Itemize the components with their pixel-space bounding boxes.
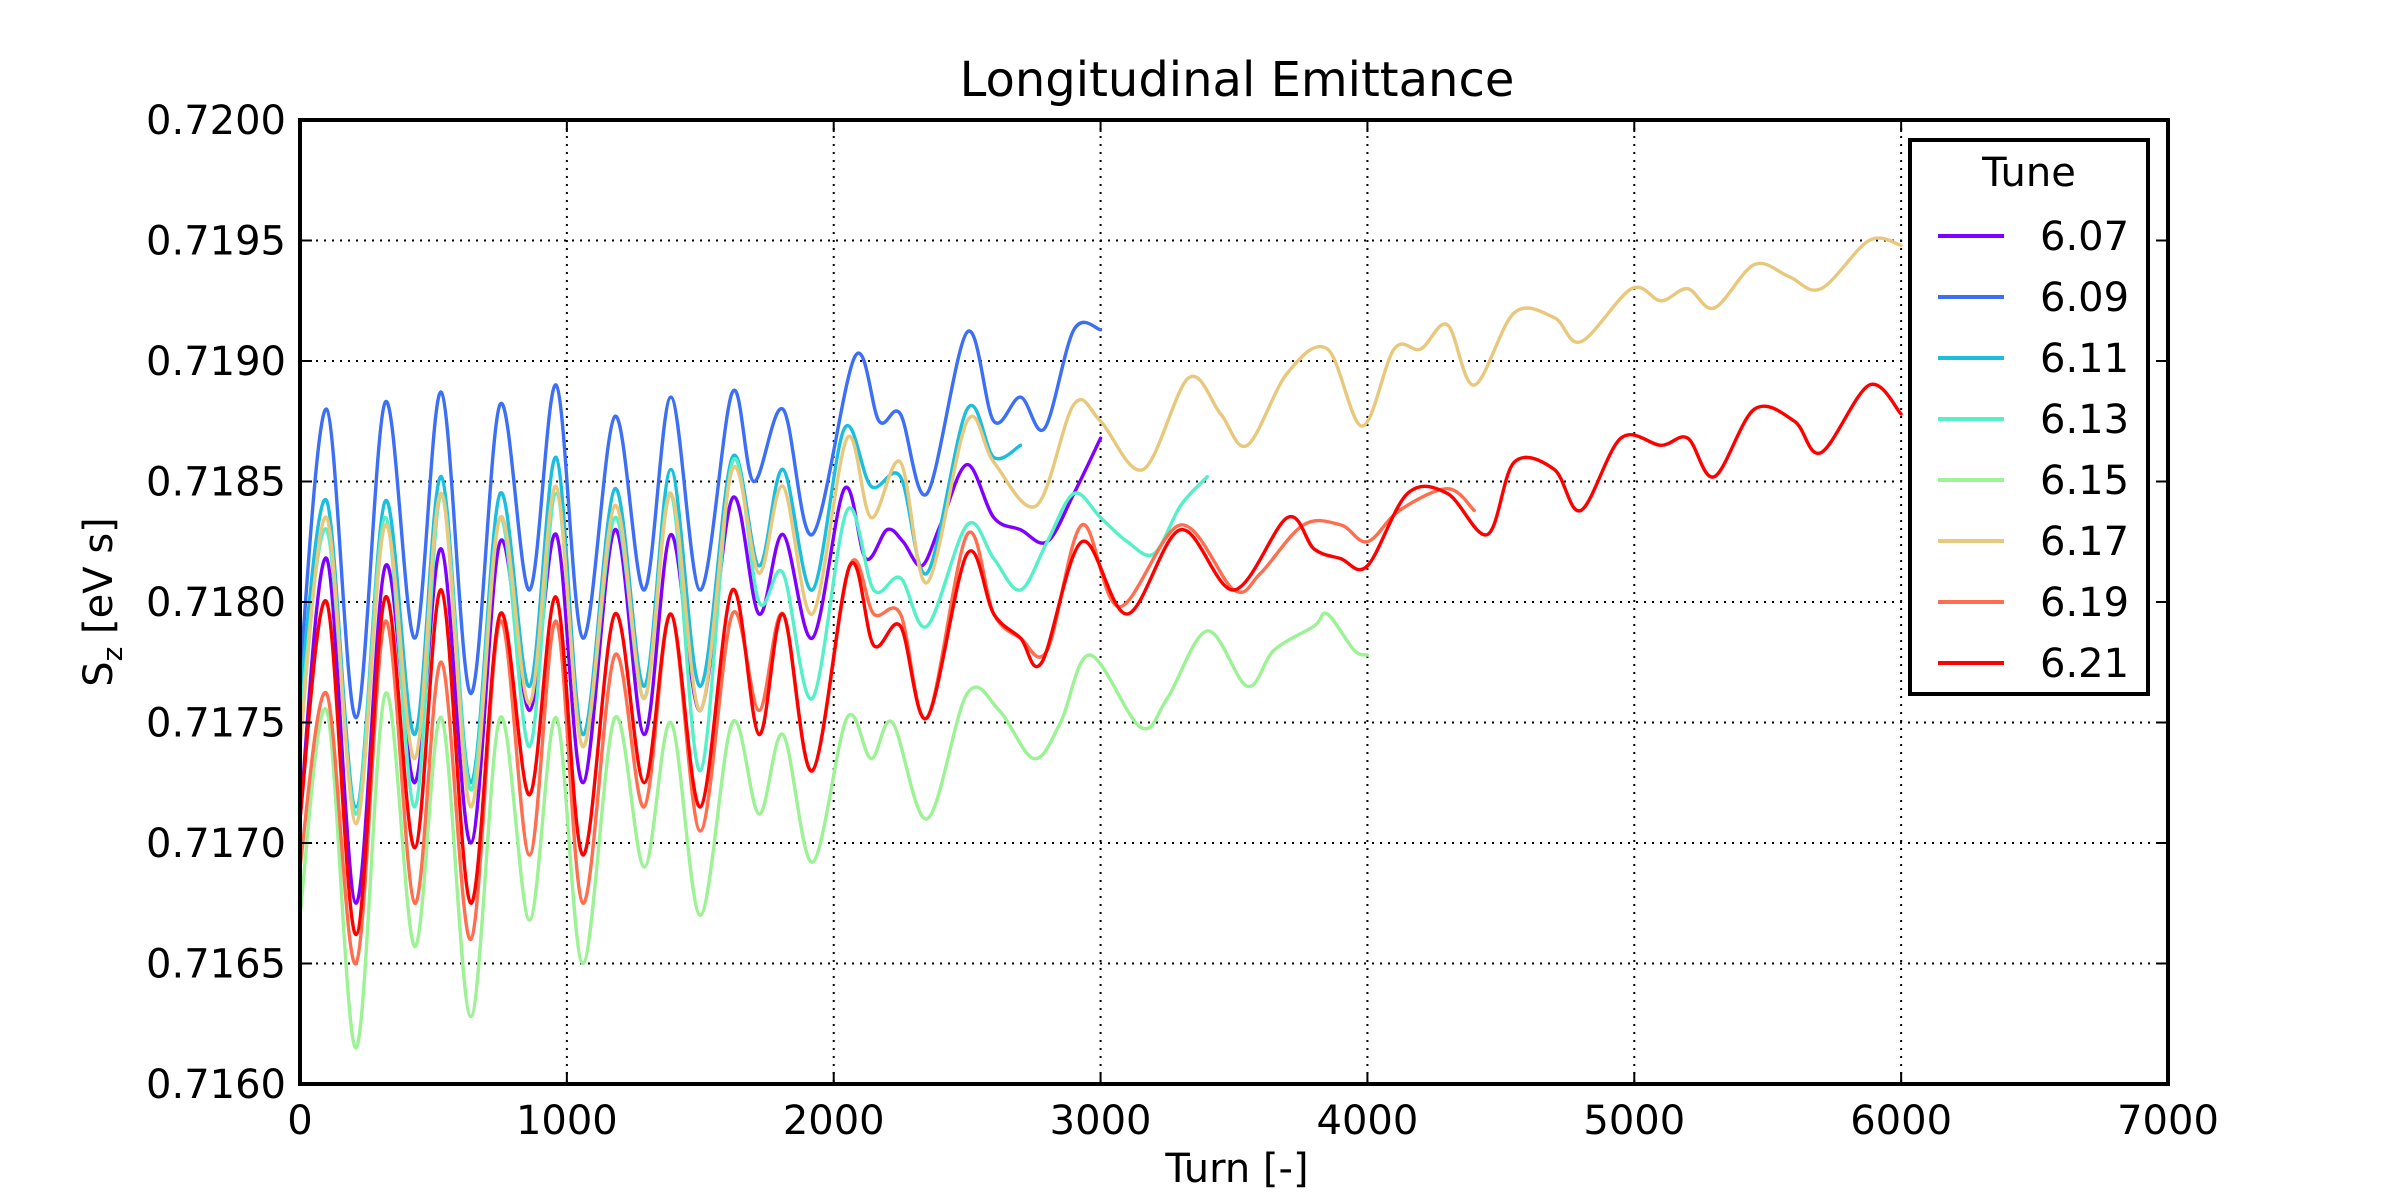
series-line-6-09 (298, 320, 1103, 720)
legend-label: 6.07 (2040, 214, 2129, 260)
y-tick-label: 0.7175 (146, 701, 286, 747)
legend-label: 6.13 (2040, 397, 2129, 443)
x-tick-label: 0 (287, 1098, 312, 1144)
x-tick-label: 1000 (516, 1098, 618, 1144)
legend-label: 6.17 (2040, 519, 2129, 565)
series-line-6-11 (298, 403, 1023, 809)
legend-label: 6.15 (2040, 458, 2129, 504)
series-line-6-19 (298, 487, 1476, 966)
x-tick-label: 4000 (1317, 1098, 1419, 1144)
y-tick-label: 0.7165 (146, 942, 286, 988)
legend-label: 6.09 (2040, 275, 2129, 321)
series-line-6-15 (298, 611, 1370, 1050)
x-axis-label: Turn [-] (1164, 1146, 1308, 1192)
y-axis-label-main: S (76, 661, 122, 686)
y-tick-label: 0.7170 (146, 821, 286, 867)
y-tick-label: 0.7185 (146, 460, 286, 506)
y-axis-label: Sz [eV s] (76, 517, 129, 687)
y-tick-labels: 0.7160 0.7165 0.7170 0.7175 0.7180 0.7185 0.71… (146, 98, 286, 1108)
chart-title: Longitudinal Emittance (960, 52, 1515, 108)
y-axis-label-subscript: z (96, 647, 129, 662)
y-tick-label: 0.7200 (146, 98, 286, 144)
legend-items: 6.07 6.09 6.11 6.13 6.15 6.17 6.19 6.21 (1938, 214, 2129, 687)
y-tick-label: 0.7160 (146, 1062, 286, 1108)
series-lines (298, 236, 1903, 1050)
series-line-6-21 (298, 382, 1903, 937)
axis-ticks (299, 119, 2169, 1085)
y-tick-label: 0.7180 (146, 580, 286, 626)
x-tick-label: 3000 (1050, 1098, 1152, 1144)
x-tick-label: 7000 (2117, 1098, 2219, 1144)
x-tick-labels: 0 1000 2000 3000 4000 5000 6000 7000 (287, 1098, 2219, 1144)
legend-label: 6.11 (2040, 336, 2129, 382)
x-tick-label: 2000 (783, 1098, 885, 1144)
legend-label: 6.19 (2040, 580, 2129, 626)
y-axis-label-unit: [eV s] (76, 517, 122, 646)
x-tick-label: 6000 (1850, 1098, 1952, 1144)
y-tick-label: 0.7195 (146, 219, 286, 265)
y-tick-label: 0.7190 (146, 339, 286, 385)
legend-label: 6.21 (2040, 641, 2129, 687)
x-tick-label: 5000 (1583, 1098, 1685, 1144)
legend: Tune 6.07 6.09 6.11 6.13 6.15 6.17 6.19 6.21 (1908, 138, 2150, 696)
legend-title: Tune (1981, 150, 2076, 196)
series-line-6-17 (298, 236, 1903, 826)
